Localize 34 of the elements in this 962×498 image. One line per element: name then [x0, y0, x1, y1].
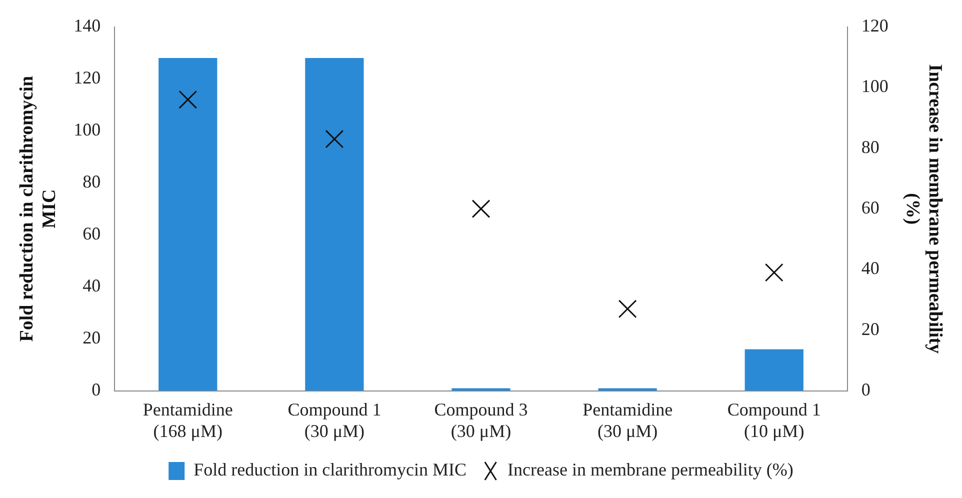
- y-tick-label: 120: [74, 68, 101, 88]
- y-tick-label: 60: [82, 224, 101, 244]
- point: [178, 90, 198, 109]
- legend-label: Increase in membrane permeability (%): [508, 460, 794, 480]
- x-tick-label: Compound 1 (30 μM): [288, 399, 382, 441]
- point: [764, 263, 784, 282]
- bar: [452, 388, 510, 391]
- point: [325, 130, 344, 148]
- y2-tick-label: 60: [861, 198, 880, 218]
- bar: [598, 388, 657, 391]
- y2-tick-label: 120: [861, 16, 888, 36]
- y2-tick-label: 100: [861, 76, 888, 96]
- y2-tick-label: 20: [861, 318, 880, 339]
- y-tick-label: 20: [82, 328, 101, 348]
- legend-label: Fold reduction in clarithromycin MIC: [194, 460, 467, 480]
- x-tick-label: Compound 3 (30 μM): [434, 399, 528, 441]
- y2-tick-label: 80: [861, 136, 880, 157]
- point: [618, 300, 637, 318]
- y2-tick-label: 0: [861, 380, 870, 400]
- y-axis-title: Fold reduction in clarithromycin MIC: [16, 75, 60, 342]
- bar: [744, 349, 804, 391]
- y-tick-label: 40: [82, 276, 101, 296]
- bar: [305, 58, 364, 391]
- y-tick-label: 80: [82, 172, 101, 192]
- x-tick-label: Pentamidine (30 μM): [582, 399, 673, 441]
- point: [472, 200, 490, 218]
- y-tick-label: 0: [92, 380, 101, 400]
- x-tick-label: Pentamidine (168 μM): [142, 399, 233, 441]
- y2-tick-label: 40: [861, 258, 880, 278]
- y-tick-label: 100: [74, 120, 101, 140]
- y2-axis-title: Increase in membrane permeability (%): [902, 64, 946, 354]
- x-tick-label: Compound 1 (10 μM): [727, 399, 821, 441]
- y-tick-label: 140: [74, 16, 101, 36]
- bar: [158, 58, 218, 391]
